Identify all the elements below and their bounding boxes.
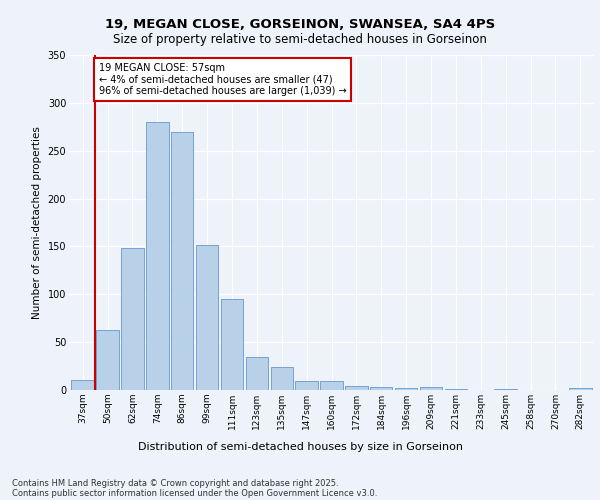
Text: Distribution of semi-detached houses by size in Gorseinon: Distribution of semi-detached houses by … [137,442,463,452]
Text: 19 MEGAN CLOSE: 57sqm
← 4% of semi-detached houses are smaller (47)
96% of semi-: 19 MEGAN CLOSE: 57sqm ← 4% of semi-detac… [99,62,346,96]
Bar [221,299,243,390]
Bar [245,356,268,390]
Bar [320,382,343,390]
Bar [97,330,119,390]
Bar [569,388,592,390]
Text: Contains HM Land Registry data © Crown copyright and database right 2025.: Contains HM Land Registry data © Crown c… [12,478,338,488]
Bar [121,248,143,390]
Bar [171,132,193,390]
Bar [345,386,368,390]
Bar [71,380,94,390]
Bar [271,367,293,390]
Bar [196,244,218,390]
Y-axis label: Number of semi-detached properties: Number of semi-detached properties [32,126,42,319]
Text: Contains public sector information licensed under the Open Government Licence v3: Contains public sector information licen… [12,488,377,498]
Bar [295,382,318,390]
Text: Size of property relative to semi-detached houses in Gorseinon: Size of property relative to semi-detach… [113,32,487,46]
Bar [494,389,517,390]
Text: 19, MEGAN CLOSE, GORSEINON, SWANSEA, SA4 4PS: 19, MEGAN CLOSE, GORSEINON, SWANSEA, SA4… [105,18,495,30]
Bar [370,387,392,390]
Bar [146,122,169,390]
Bar [420,387,442,390]
Bar [445,389,467,390]
Bar [395,388,418,390]
